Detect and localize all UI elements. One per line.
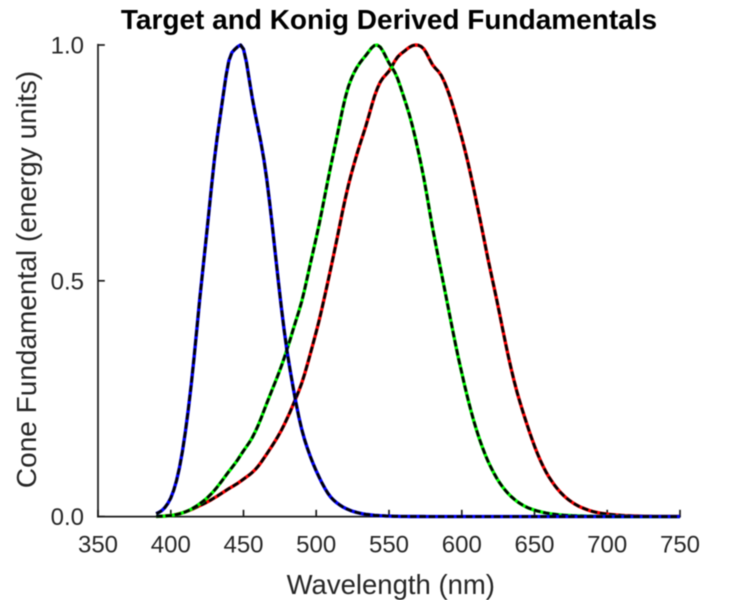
svg-text:0.5: 0.5: [51, 268, 84, 295]
svg-text:Target and Konig Derived Funda: Target and Konig Derived Fundamentals: [121, 4, 657, 35]
svg-text:1.0: 1.0: [51, 33, 84, 60]
svg-text:400: 400: [151, 531, 191, 558]
svg-text:750: 750: [660, 531, 700, 558]
svg-text:Wavelength (nm): Wavelength (nm): [287, 569, 495, 600]
svg-text:450: 450: [223, 531, 263, 558]
svg-text:550: 550: [369, 531, 409, 558]
svg-text:600: 600: [442, 531, 482, 558]
svg-text:700: 700: [587, 531, 627, 558]
svg-text:0.0: 0.0: [51, 504, 84, 531]
svg-text:500: 500: [296, 531, 336, 558]
svg-text:Cone Fundamental (energy units: Cone Fundamental (energy units): [11, 71, 42, 488]
svg-text:650: 650: [514, 531, 554, 558]
svg-text:350: 350: [78, 531, 118, 558]
